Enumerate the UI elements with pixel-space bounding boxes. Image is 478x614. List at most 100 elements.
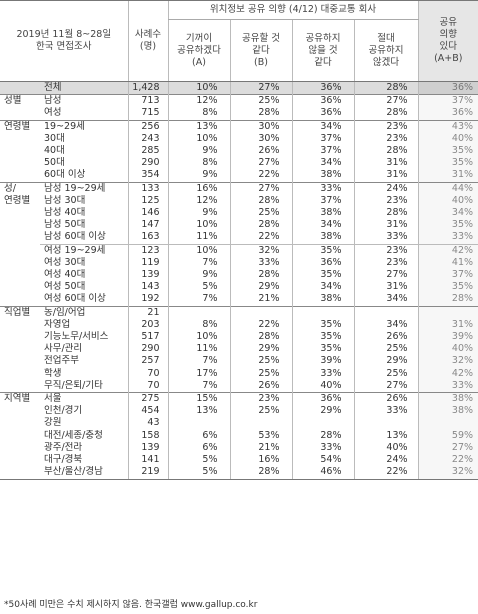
segment-label (0, 319, 40, 331)
segment-label (0, 417, 40, 429)
unlikely-cell: 36% (291, 107, 354, 121)
share-intent-cell: 32% (417, 355, 478, 368)
row-label: 인천/경기 (44, 405, 83, 417)
likely-cell: 30% (229, 119, 292, 133)
segment-label (0, 343, 40, 355)
willing-cell: 12% (167, 94, 230, 108)
table-row: 자영업 203 8% 22% 35% 34% 31% (0, 318, 478, 332)
col-header-unlikely: 공유하지 않을 것 같다 (291, 19, 354, 82)
table-row: 여성 40대 139 9% 28% 35% 27% 37% (0, 269, 478, 282)
segment-label (0, 107, 40, 120)
unlikely-cell: 35% (291, 331, 354, 344)
likely-cell: 26% (229, 145, 292, 158)
col-header-willing: 기꺼이 공유하겠다 (A) (167, 19, 230, 82)
unlikely-cell: 36% (291, 94, 354, 108)
willing-cell: 17% (167, 367, 230, 380)
share-intent-cell: 44% (417, 181, 478, 195)
row-label: 여성 60대 이상 (44, 293, 106, 305)
willing-cell: 9% (167, 145, 230, 158)
share-intent-cell: 42% (417, 243, 478, 257)
table-row: 남성 50대 147 10% 28% 34% 31% 35% (0, 219, 478, 232)
col-a-line3: (A) (192, 56, 206, 68)
survey-method: 한국 면접조사 (36, 41, 92, 52)
likely-cell: 30% (229, 132, 292, 146)
table-row: 남성 60대 이상 163 11% 22% 38% 33% 33% (0, 231, 478, 245)
likely-cell: 21% (229, 293, 292, 307)
never-cell: 23% (353, 256, 419, 270)
share-intent-cell: 33% (417, 231, 478, 245)
never-cell: 28% (353, 207, 419, 220)
likely-cell: 28% (229, 219, 292, 232)
likely-cell: 28% (229, 331, 292, 344)
never-cell: 28% (353, 145, 419, 158)
table-row: 연령별 19~29세 256 13% 30% 34% 23% 43% (0, 119, 478, 133)
segment-label (0, 466, 40, 480)
row-label: 여성 19~29세 (40, 243, 128, 257)
share-intent-cell (417, 305, 478, 319)
never-cell: 22% (353, 466, 419, 480)
unlikely-cell (291, 305, 354, 319)
col-d-line1: 절대 (377, 32, 395, 44)
row-label: 무직/은퇴/기타 (44, 379, 103, 391)
sample-size-cell: 147 (127, 219, 168, 232)
table-row: 여성 19~29세 123 10% 32% 35% 23% 42% (0, 243, 478, 257)
likely-cell: 25% (229, 207, 292, 220)
segment-label (0, 169, 40, 182)
sample-size-cell: 123 (127, 243, 168, 257)
likely-cell: 27% (229, 157, 292, 170)
col-header-likely: 공유할 것 같다 (B) (229, 19, 292, 82)
sample-size-cell: 141 (127, 454, 168, 467)
sample-size-cell: 139 (127, 441, 168, 455)
willing-cell: 9% (167, 169, 230, 183)
segment-label (0, 269, 40, 281)
segment-label (0, 257, 40, 269)
segment-label (0, 430, 40, 442)
never-cell: 31% (353, 219, 419, 232)
row-label: 부산/울산/경남 (40, 466, 128, 480)
never-cell: 40% (353, 441, 419, 455)
sample-size-cell: 454 (127, 405, 168, 418)
table-row: 60대 이상 354 9% 22% 38% 31% 31% (0, 169, 478, 183)
sample-size-cell: 517 (127, 331, 168, 344)
willing-cell: 12% (167, 194, 230, 208)
never-cell: 33% (353, 231, 419, 245)
share-intent-cell: 35% (417, 281, 478, 294)
never-cell: 27% (353, 269, 419, 282)
unlikely-cell: 36% (291, 256, 354, 270)
willing-cell: 9% (167, 207, 230, 220)
never-cell: 27% (353, 94, 419, 108)
share-intent-cell: 22% (417, 454, 478, 467)
sample-size-cell: 146 (127, 207, 168, 220)
willing-cell: 13% (167, 405, 230, 418)
row-label: 남성 19~29세 (40, 181, 128, 195)
likely-cell: 22% (229, 318, 292, 332)
sample-size-cell: 21 (127, 305, 168, 319)
unlikely-cell: 37% (291, 194, 354, 208)
share-intent-cell: 35% (417, 157, 478, 170)
segment-label (0, 157, 40, 169)
unlikely-cell: 36% (291, 392, 354, 406)
willing-cell: 7% (167, 355, 230, 368)
likely-cell: 32% (229, 243, 292, 257)
share-intent-cell: 35% (417, 219, 478, 232)
sample-size-cell: 256 (127, 119, 168, 133)
row-label: 대전/세종/충청 (44, 429, 103, 441)
share-intent-cell: 59% (417, 429, 478, 442)
never-cell: 23% (353, 119, 419, 133)
row-label: 서울 (40, 392, 128, 406)
table-row: 여성 715 8% 28% 36% 28% 36% (0, 107, 478, 121)
sample-size-cell: 243 (127, 132, 168, 146)
row-label: 강원 (44, 417, 62, 429)
likely-cell: 28% (229, 269, 292, 282)
willing-cell: 10% (167, 81, 230, 95)
table-body: 전체 1,428 10% 27% 36% 28% 36% 성별 남성 713 12% 25% 36% 27… (0, 81, 478, 480)
willing-cell: 11% (167, 231, 230, 245)
share-intent-cell: 36% (417, 107, 478, 121)
unlikely-cell: 46% (291, 466, 354, 480)
row-label: 기능노무/서비스 (44, 331, 109, 343)
col-d-line3: 않겠다 (372, 56, 400, 68)
segment-label (0, 368, 40, 380)
col-c-line3: 같다 (314, 56, 332, 68)
table-header: 2019년 11월 8~28일 한국 면접조사 사례수 (명) 위치정보 공유 … (0, 0, 478, 82)
